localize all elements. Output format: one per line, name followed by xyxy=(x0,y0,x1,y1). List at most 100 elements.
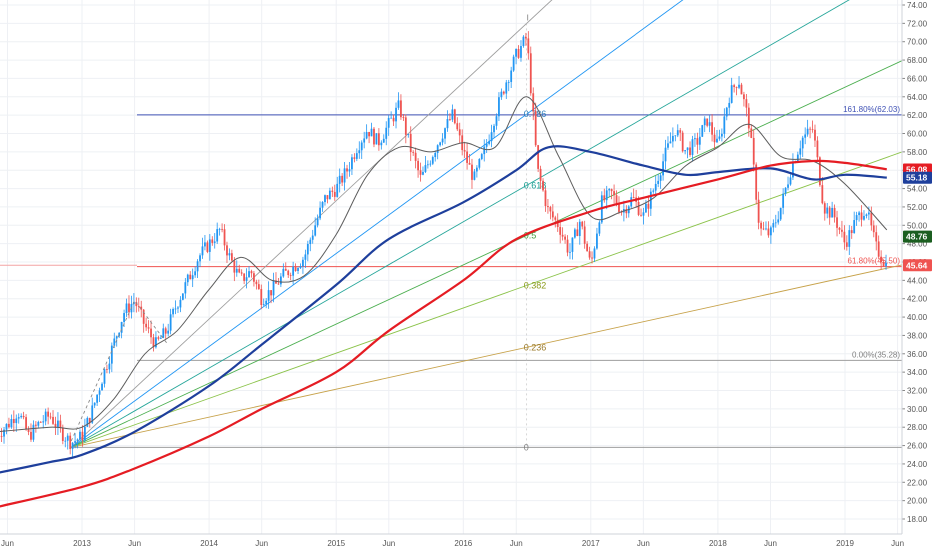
candle-body xyxy=(719,137,721,139)
candle-body xyxy=(64,441,66,442)
candle-body xyxy=(187,275,189,283)
candle-body xyxy=(25,417,27,429)
candle-body xyxy=(645,204,647,213)
candle-body xyxy=(415,153,417,161)
x-tick-label: Jun xyxy=(510,539,523,548)
candle-body xyxy=(873,225,875,232)
candle-body xyxy=(500,92,502,98)
candle-body xyxy=(74,441,76,443)
candle-body xyxy=(47,412,49,417)
candle-body xyxy=(569,252,571,253)
candle-body xyxy=(40,422,42,423)
fib-fan-level-label: 0.382 xyxy=(524,280,547,290)
candle-body xyxy=(23,416,25,417)
candle-body xyxy=(775,222,777,223)
candle-body xyxy=(662,161,664,175)
fib-61-label: 61.80%(45.50) xyxy=(848,257,901,266)
candle-body xyxy=(211,239,213,242)
candle-body xyxy=(233,261,235,273)
candle-body xyxy=(579,222,581,236)
candle-body xyxy=(395,108,397,122)
y-tick-label: 42.00 xyxy=(907,295,928,304)
candle-body xyxy=(883,262,885,266)
candle-body xyxy=(542,181,544,191)
candle-body xyxy=(437,145,439,153)
candle-body xyxy=(785,188,787,194)
candle-body xyxy=(243,274,245,281)
candle-body xyxy=(812,129,814,130)
candle-body xyxy=(15,419,17,423)
candle-body xyxy=(79,432,81,440)
candle-body xyxy=(258,284,260,289)
candle-body xyxy=(647,204,649,209)
candle-body xyxy=(863,216,865,220)
candle-body xyxy=(790,177,792,184)
candle-body xyxy=(194,271,196,275)
candle-body xyxy=(633,197,635,198)
candle-body xyxy=(814,130,816,141)
candle-body xyxy=(77,440,79,442)
candle-body xyxy=(589,251,591,257)
candle-body xyxy=(513,57,515,71)
candle-body xyxy=(677,130,679,135)
candle-body xyxy=(454,109,456,123)
candle-body xyxy=(655,184,657,191)
candle-body xyxy=(33,425,35,440)
candle-body xyxy=(826,208,828,214)
y-tick-label: 26.00 xyxy=(907,442,928,451)
candle-body xyxy=(361,143,363,151)
candle-body xyxy=(116,336,118,338)
candle-body xyxy=(476,168,478,172)
candle-body xyxy=(199,255,201,261)
candle-body xyxy=(55,424,57,427)
candle-body xyxy=(224,229,226,245)
candle-body xyxy=(108,364,110,370)
candle-body xyxy=(72,443,74,449)
candle-body xyxy=(594,248,596,258)
candle-body xyxy=(113,339,115,346)
candle-body xyxy=(363,138,365,142)
candle-body xyxy=(684,150,686,151)
y-tick-label: 58.00 xyxy=(907,148,928,157)
candle-body xyxy=(248,271,250,277)
candle-body xyxy=(885,263,887,266)
candle-body xyxy=(285,269,287,271)
x-tick-label: Jun xyxy=(764,539,777,548)
candle-body xyxy=(701,125,703,137)
candle-body xyxy=(322,202,324,208)
candle-body xyxy=(503,92,505,94)
candle-body xyxy=(128,303,130,312)
candle-body xyxy=(150,329,152,338)
candle-body xyxy=(106,369,108,370)
candle-body xyxy=(329,191,331,200)
candle-body xyxy=(456,123,458,129)
candle-body xyxy=(672,136,674,142)
x-tick-label: 2017 xyxy=(582,539,600,548)
candle-body xyxy=(432,157,434,164)
candle-body xyxy=(111,346,113,364)
candle-body xyxy=(312,236,314,240)
candle-body xyxy=(584,226,586,243)
candle-body xyxy=(765,229,767,230)
candle-body xyxy=(371,129,373,137)
y-tick-label: 40.00 xyxy=(907,313,928,322)
candle-body xyxy=(177,307,179,308)
candle-body xyxy=(711,122,713,134)
candle-body xyxy=(380,143,382,146)
candle-body xyxy=(376,133,378,144)
candle-body xyxy=(689,148,691,155)
candle-body xyxy=(282,269,284,277)
candle-body xyxy=(101,384,103,391)
y-tick-label: 34.00 xyxy=(907,368,928,377)
candle-body xyxy=(817,141,819,158)
candle-body xyxy=(260,289,262,305)
candle-body xyxy=(304,254,306,259)
candle-body xyxy=(753,138,755,165)
x-tick-label: Jun xyxy=(255,539,268,548)
candle-body xyxy=(99,390,101,394)
candle-body xyxy=(535,111,537,145)
candle-body xyxy=(770,227,772,235)
candle-body xyxy=(162,328,164,337)
